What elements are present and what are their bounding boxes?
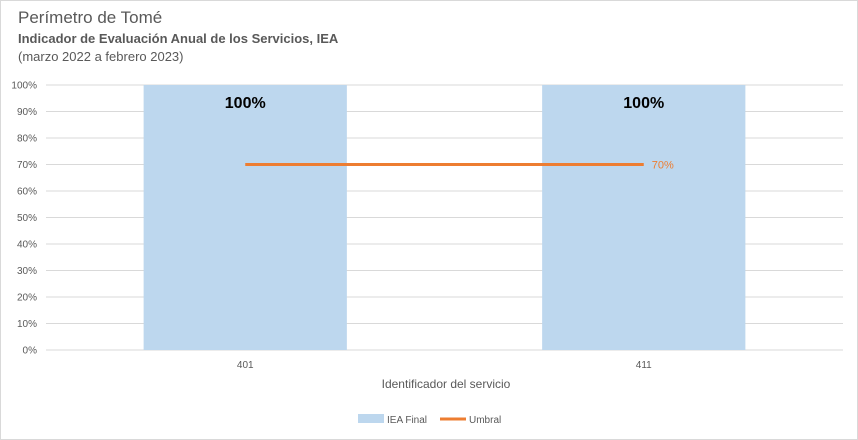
threshold-line-group: 70% <box>245 160 674 172</box>
y-tick-label: 60% <box>17 187 37 198</box>
bars: 100% 100% <box>143 85 746 350</box>
y-tick-label: 50% <box>17 213 37 224</box>
y-tick-label: 20% <box>17 293 37 304</box>
y-tick-label: 30% <box>17 266 37 277</box>
x-tick-label: 411 <box>636 360 652 371</box>
bar-data-label: 100% <box>623 95 664 112</box>
y-tick-label: 10% <box>17 319 37 330</box>
bar <box>542 85 746 350</box>
legend-label-umbral: Umbral <box>469 415 501 426</box>
bar <box>143 85 347 350</box>
y-tick-label: 90% <box>17 107 37 118</box>
threshold-data-label: 70% <box>652 160 674 172</box>
y-axis-ticks: 0% 10% 20% 30% 40% 50% 60% 70% 80% 90% 100% <box>11 81 37 357</box>
y-tick-label: 70% <box>17 160 37 171</box>
legend-swatch-iea-final <box>358 414 384 423</box>
chart-subtitle: Indicador de Evaluación Anual de los Ser… <box>18 31 339 46</box>
y-tick-label: 0% <box>23 346 38 357</box>
chart-period: (marzo 2022 a febrero 2023) <box>18 49 184 64</box>
y-tick-label: 100% <box>11 81 37 92</box>
legend: IEA Final Umbral <box>358 414 501 426</box>
bar-data-label: 100% <box>225 95 266 112</box>
chart-title: Perímetro de Tomé <box>18 8 163 27</box>
x-axis-label: Identificador del servicio <box>382 377 511 391</box>
y-tick-label: 40% <box>17 240 37 251</box>
y-tick-label: 80% <box>17 134 37 145</box>
legend-label-iea-final: IEA Final <box>387 415 427 426</box>
x-axis-ticks: 401 411 <box>237 360 652 371</box>
x-tick-label: 401 <box>237 360 254 371</box>
